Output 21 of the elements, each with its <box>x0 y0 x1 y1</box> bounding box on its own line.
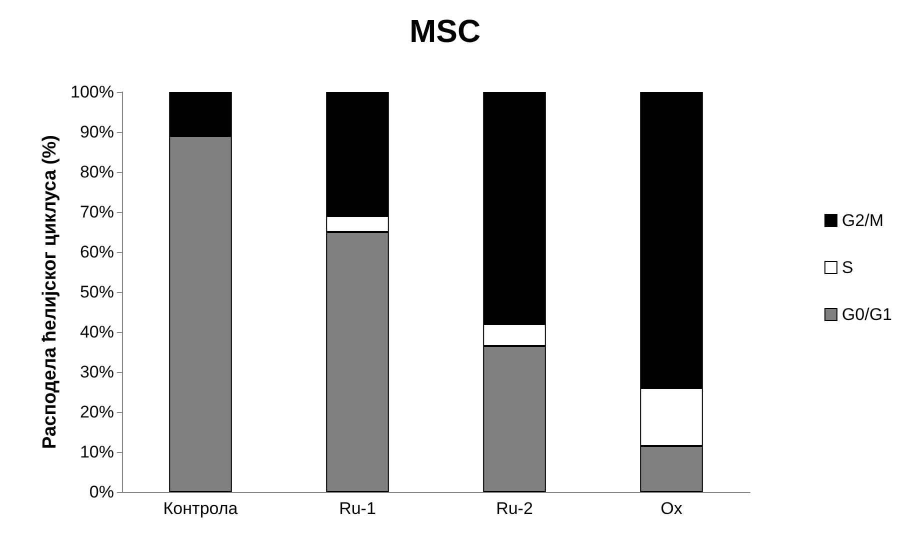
y-tick-label: 100% <box>70 82 114 102</box>
chart-title: MSC <box>409 13 481 49</box>
legend-label: S <box>842 258 854 277</box>
y-tick-label: 50% <box>80 282 114 302</box>
legend-label: G2/M <box>842 211 884 230</box>
y-tick-label: 90% <box>80 122 114 142</box>
y-tick-label: 20% <box>80 402 114 422</box>
x-tick-label: Ru-1 <box>339 499 376 518</box>
y-axis-title: Расподела ћелијског циклуса (%) <box>40 135 61 449</box>
x-tick-label: Ox <box>660 499 683 518</box>
y-tick-label: 60% <box>80 242 114 262</box>
x-tick-label: Ru-2 <box>496 499 533 518</box>
bar <box>169 92 232 134</box>
y-tick-label: 30% <box>80 362 114 382</box>
y-tick-label: 0% <box>89 482 114 502</box>
y-tick-label: 40% <box>80 322 114 342</box>
y-tick-label: 10% <box>80 442 114 462</box>
legend-label: G0/G1 <box>842 305 892 324</box>
x-tick-label: Контрола <box>163 499 238 518</box>
y-tick-label: 70% <box>80 202 114 222</box>
y-tick-label: 80% <box>80 162 114 182</box>
